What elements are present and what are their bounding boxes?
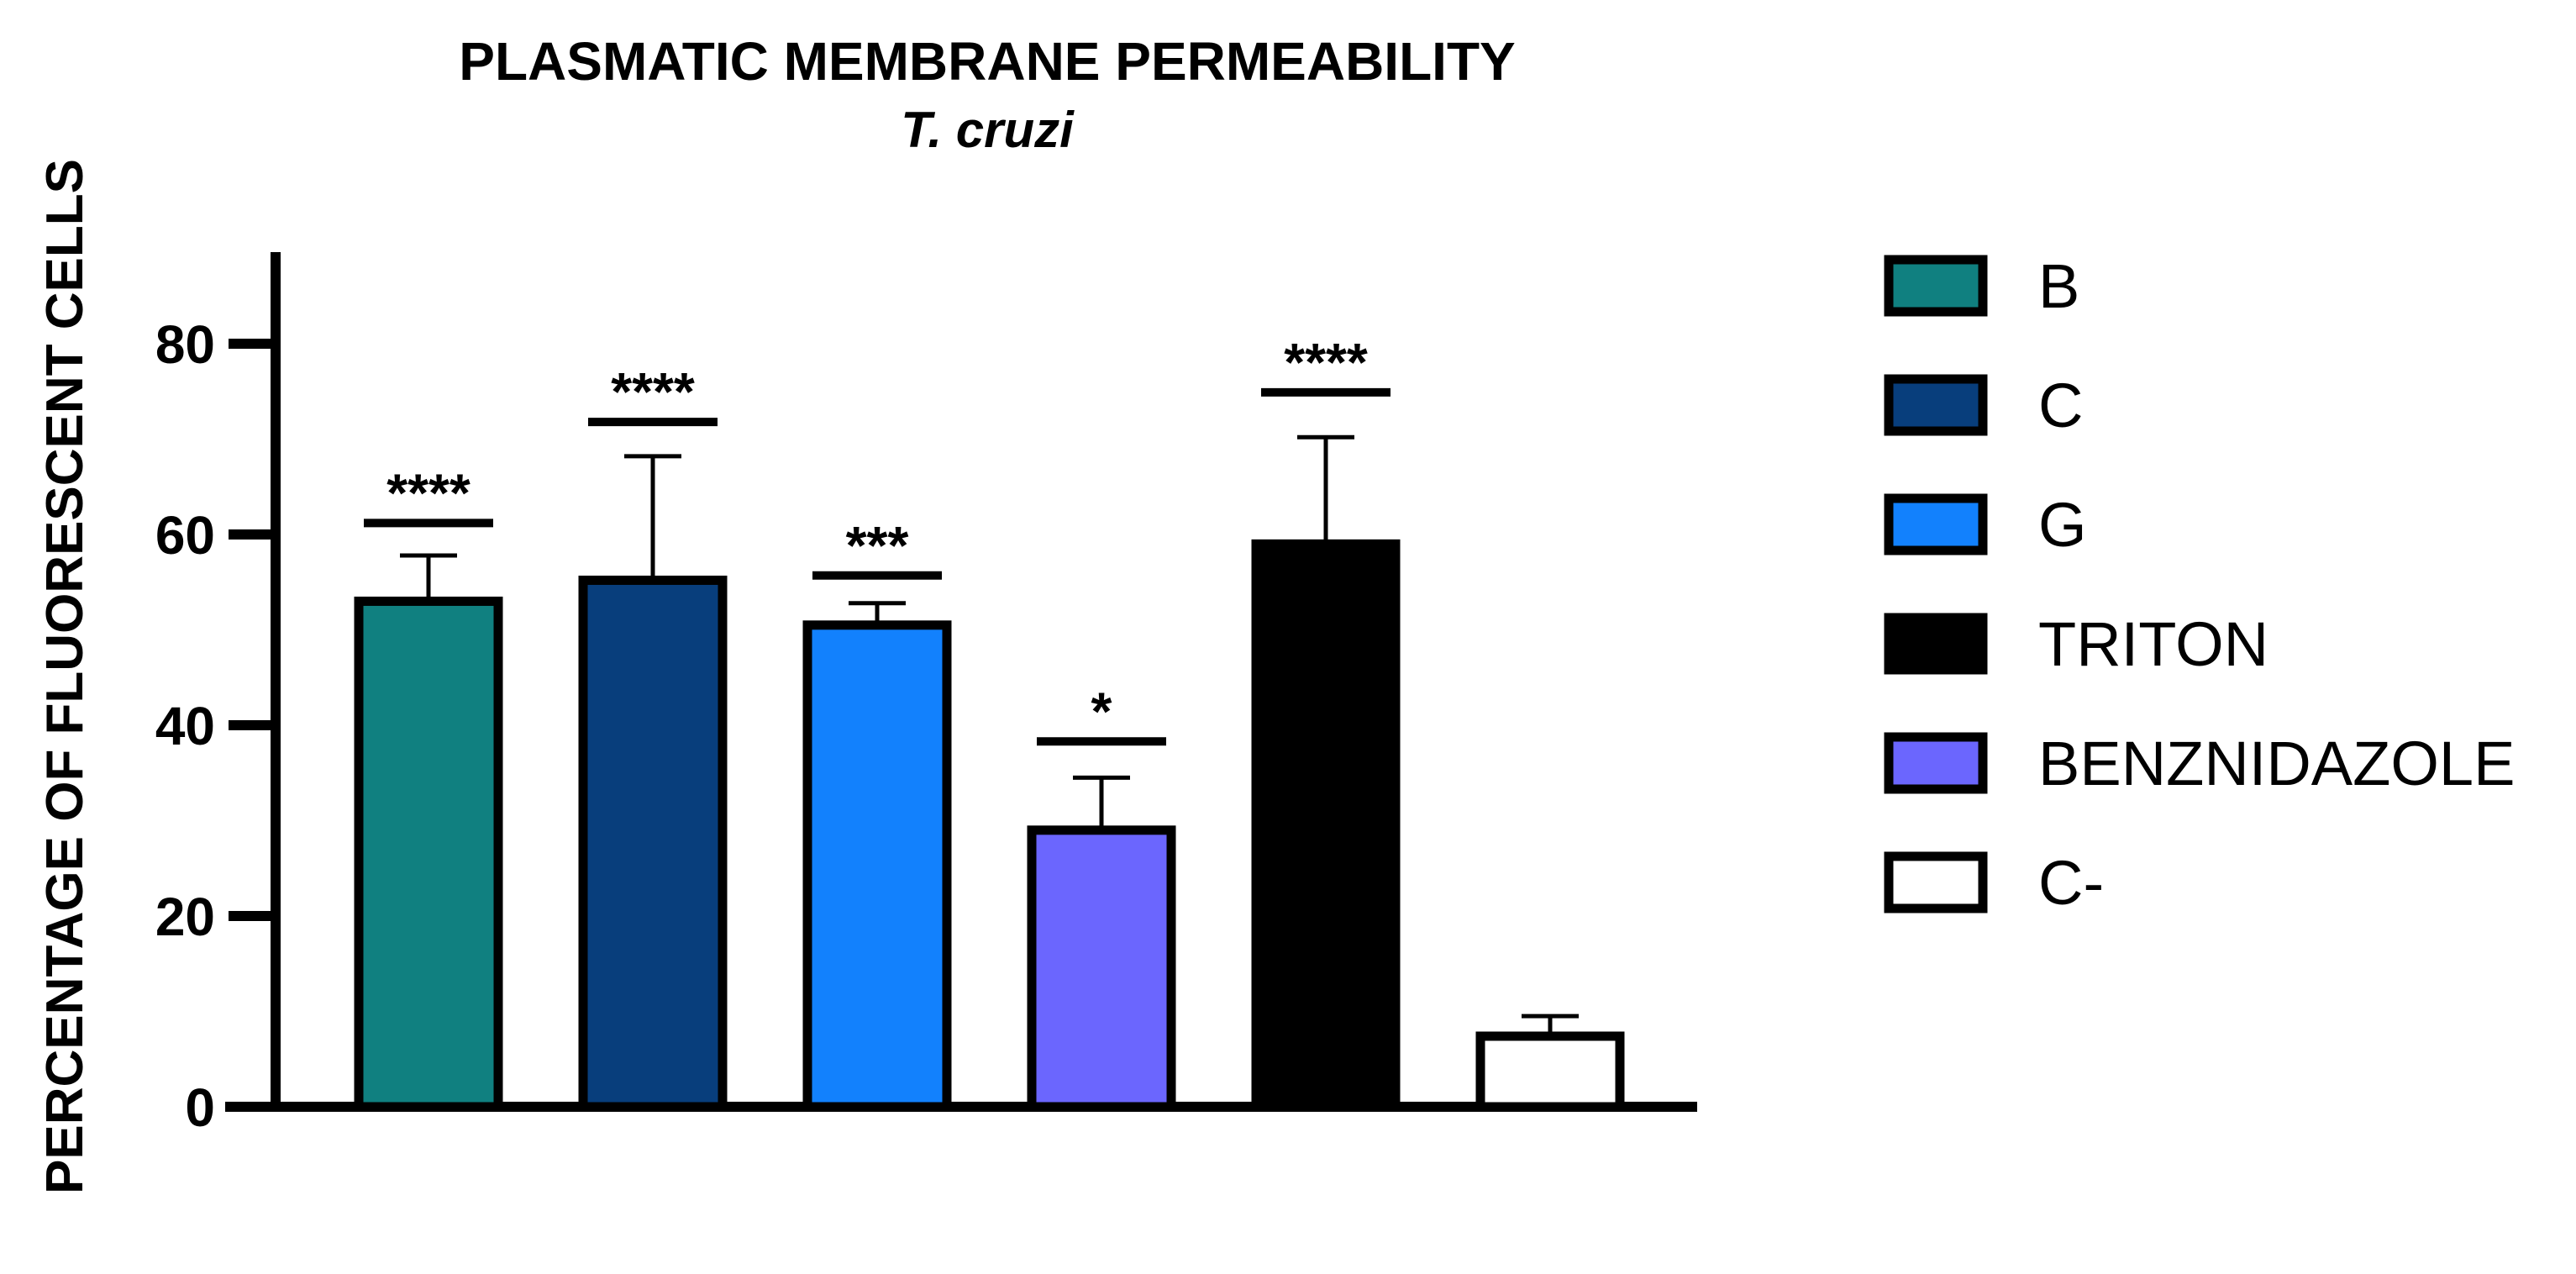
legend-swatch [1884,374,1988,436]
legend-swatch [1884,493,1988,555]
error-bars [400,434,1579,1037]
legend-item: TRITON [1884,609,2268,679]
bar-c [578,575,728,1112]
legend-label: C [2038,371,2083,440]
legend-item: B [1884,251,2079,321]
significance-label: *** [846,515,909,576]
legend-swatch [1884,851,1988,913]
bar-triton [1027,825,1176,1112]
legend-item: G [1884,490,2087,560]
legend: BCG TRITON BENZNIDAZOLE C- [1884,251,2515,918]
bar-b [354,596,503,1112]
y-tick-label: 60 [155,505,215,566]
legend-swatch [1884,732,1988,794]
significance-label: * [1091,681,1112,741]
legend-item: C [1884,371,2083,440]
chart-subtitle: T. cruzi [901,102,1075,158]
legend-label: BENZNIDAZOLE [2038,729,2515,798]
legend-label: G [2038,490,2087,560]
y-tick-label: 0 [185,1077,215,1138]
legend-label: C- [2038,848,2104,918]
significance-label: **** [611,361,695,422]
bar-g [802,620,952,1112]
legend-label: B [2038,251,2079,321]
y-tick-label: 40 [155,696,215,756]
y-tick-label: 80 [155,314,215,375]
bars [354,539,1625,1112]
significance-label: **** [1284,332,1368,392]
bar-c- [1475,1031,1625,1112]
bar-benznidazole [1251,539,1401,1112]
legend-swatch [1884,255,1988,317]
legend-swatch [1884,613,1988,675]
y-axis-label: PERCENTAGE OF FLUORESCENT CELLS [36,159,94,1194]
significance-markers: **************** [364,332,1391,746]
significance-label: **** [386,462,471,523]
legend-item: C- [1884,848,2104,918]
legend-item: BENZNIDAZOLE [1884,729,2515,798]
y-tick-label: 20 [155,887,215,947]
legend-label: TRITON [2038,609,2268,679]
chart-title: PLASMATIC MEMBRANE PERMEABILITY [459,31,1515,92]
